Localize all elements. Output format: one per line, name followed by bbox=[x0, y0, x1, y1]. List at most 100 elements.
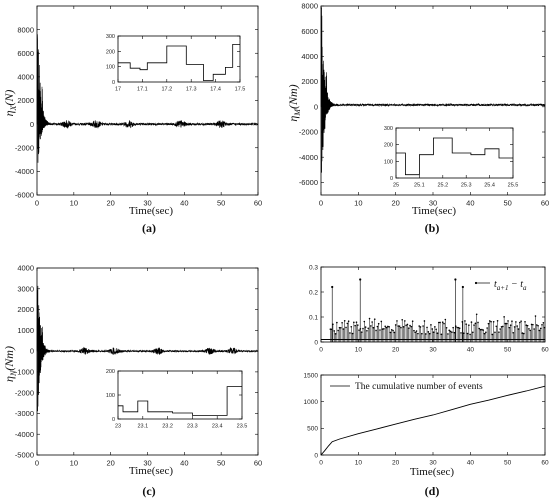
interval-marker bbox=[499, 328, 502, 330]
interval-marker bbox=[496, 320, 499, 322]
x-tick-label: 30 bbox=[429, 460, 437, 467]
interval-marker bbox=[477, 321, 479, 324]
y-tick-label: -2000 bbox=[15, 388, 34, 397]
interval-marker bbox=[517, 328, 520, 330]
interval-marker bbox=[468, 324, 470, 326]
interval-marker bbox=[406, 323, 409, 326]
interval-marker bbox=[534, 315, 537, 317]
interval-marker bbox=[492, 320, 495, 323]
y-tick-label: 0 bbox=[112, 80, 115, 86]
legend-label: ta+1 − ta bbox=[494, 279, 527, 292]
interval-marker bbox=[469, 333, 471, 336]
plot-frame bbox=[117, 35, 241, 83]
interval-marker bbox=[457, 326, 460, 329]
y-tick-label: 6000 bbox=[301, 27, 318, 36]
x-tick-label: 20 bbox=[392, 347, 400, 354]
interval-marker bbox=[367, 327, 370, 330]
interval-marker bbox=[398, 325, 401, 327]
interval-marker bbox=[381, 328, 384, 330]
interval-marker bbox=[435, 328, 437, 331]
interval-marker bbox=[520, 320, 522, 322]
interval-marker bbox=[366, 329, 368, 332]
interval-marker bbox=[413, 329, 415, 332]
interval-marker bbox=[508, 326, 511, 329]
y-tick-label: -6000 bbox=[15, 191, 34, 200]
x-tick-label: 25.1 bbox=[414, 183, 425, 189]
interval-marker bbox=[441, 321, 444, 324]
y-tick-label: 2000 bbox=[17, 96, 34, 105]
x-tick-label: 23.3 bbox=[187, 424, 198, 430]
x-tick-label: 17.5 bbox=[235, 87, 246, 93]
interval-marker bbox=[415, 330, 418, 332]
interval-marker bbox=[525, 324, 528, 327]
x-tick-label: 30 bbox=[429, 347, 437, 354]
interval-marker bbox=[444, 318, 447, 321]
interval-marker bbox=[334, 333, 337, 335]
inset-series-line bbox=[118, 386, 242, 416]
interval-marker bbox=[486, 327, 488, 329]
interval-marker bbox=[539, 327, 542, 330]
interval-marker bbox=[434, 326, 436, 328]
y-tick-label: -4000 bbox=[15, 167, 34, 176]
x-tick-label: 0 bbox=[319, 199, 323, 208]
interval-marker bbox=[430, 324, 432, 326]
x-tick-label: 23 bbox=[115, 424, 121, 430]
x-tick-label: 40 bbox=[467, 347, 475, 354]
interval-marker bbox=[385, 326, 388, 329]
x-axis-label: Time(sec) bbox=[129, 205, 174, 217]
interval-marker bbox=[447, 333, 449, 335]
x-tick-label: 25.3 bbox=[461, 183, 472, 189]
y-tick-label: -2000 bbox=[299, 128, 318, 137]
interval-marker bbox=[341, 321, 343, 324]
x-tick-label: 10 bbox=[355, 347, 363, 354]
x-tick-label: 20 bbox=[391, 199, 399, 208]
x-tick-label: 40 bbox=[466, 199, 474, 208]
y-tick-label: -4000 bbox=[299, 153, 318, 162]
interval-marker bbox=[465, 323, 468, 325]
interval-marker bbox=[351, 332, 354, 335]
interval-marker bbox=[538, 329, 541, 332]
interval-marker bbox=[339, 327, 342, 329]
interval-marker bbox=[336, 321, 338, 324]
y-tick-label: 200 bbox=[106, 369, 115, 375]
y-axis-label: ηX(N) bbox=[2, 90, 18, 117]
interval-marker bbox=[466, 332, 469, 335]
interval-marker bbox=[373, 318, 376, 320]
x-tick-label: 50 bbox=[217, 459, 225, 468]
interval-marker bbox=[414, 331, 417, 334]
y-tick-label: 1000 bbox=[304, 399, 319, 406]
interval-marker bbox=[456, 326, 458, 329]
x-tick-label: 10 bbox=[355, 460, 363, 467]
x-tick-label: 50 bbox=[503, 199, 511, 208]
x-tick-label: 0 bbox=[35, 199, 39, 208]
interval-marker bbox=[515, 321, 517, 323]
interval-marker bbox=[485, 331, 487, 334]
interval-marker bbox=[448, 329, 451, 332]
x-tick-label: 60 bbox=[541, 347, 549, 354]
x-tick-label: 10 bbox=[354, 199, 362, 208]
x-tick-label: 60 bbox=[541, 199, 549, 208]
y-tick-label: 8000 bbox=[301, 2, 318, 11]
interval-marker bbox=[354, 324, 356, 327]
y-tick-label: -5000 bbox=[15, 451, 34, 460]
interval-marker bbox=[479, 328, 482, 331]
interval-marker bbox=[542, 321, 545, 324]
y-tick-label: 0 bbox=[30, 347, 34, 356]
inset-series-line bbox=[396, 137, 513, 176]
interval-marker bbox=[380, 320, 383, 323]
interval-marker bbox=[436, 332, 439, 335]
interval-marker bbox=[390, 328, 393, 331]
interval-marker bbox=[432, 331, 435, 334]
x-tick-label: 20 bbox=[392, 460, 400, 467]
interval-marker bbox=[498, 331, 500, 333]
interval-marker bbox=[379, 329, 381, 331]
x-tick-label: 10 bbox=[70, 199, 78, 208]
x-tick-label: 50 bbox=[217, 199, 225, 208]
y-tick-label: -2000 bbox=[15, 143, 34, 152]
interval-marker bbox=[504, 322, 507, 325]
y-tick-label: 100 bbox=[106, 393, 115, 399]
interval-marker bbox=[411, 320, 414, 322]
interval-marker bbox=[458, 327, 461, 330]
plot-frame bbox=[36, 5, 259, 196]
panel-c-axes: 0 10 20 30 40 50 60 -5000 -4000 -3000 -2000 -1000 0 1… bbox=[15, 264, 262, 468]
